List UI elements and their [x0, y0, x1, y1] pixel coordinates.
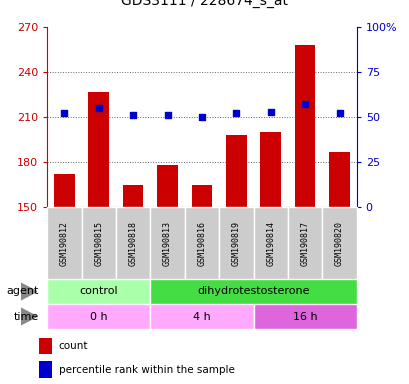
Text: GSM190814: GSM190814 — [265, 220, 274, 265]
Text: agent: agent — [7, 286, 39, 296]
Bar — [47, 279, 150, 304]
Text: GSM190820: GSM190820 — [334, 220, 343, 265]
Text: GSM190813: GSM190813 — [163, 220, 172, 265]
Bar — [150, 207, 184, 279]
Bar — [218, 207, 253, 279]
Text: GSM190817: GSM190817 — [300, 220, 309, 265]
Point — [61, 110, 67, 116]
Bar — [88, 91, 109, 207]
Bar — [39, 361, 52, 378]
Bar — [253, 207, 287, 279]
Text: GSM190819: GSM190819 — [231, 220, 240, 265]
Bar — [260, 132, 280, 207]
Text: dihydrotestosterone: dihydrotestosterone — [197, 286, 309, 296]
Point — [130, 112, 136, 118]
Text: GSM190815: GSM190815 — [94, 220, 103, 265]
Bar — [321, 207, 356, 279]
Point — [232, 110, 239, 116]
Text: GDS3111 / 228674_s_at: GDS3111 / 228674_s_at — [121, 0, 288, 8]
Point — [95, 105, 102, 111]
Text: 0 h: 0 h — [90, 311, 107, 321]
Bar — [39, 338, 52, 354]
Bar — [116, 207, 150, 279]
Bar — [81, 207, 116, 279]
Text: GSM190812: GSM190812 — [60, 220, 69, 265]
Text: GSM190816: GSM190816 — [197, 220, 206, 265]
Text: time: time — [13, 311, 39, 321]
Bar — [47, 304, 150, 329]
Bar — [157, 165, 178, 207]
Bar — [150, 279, 356, 304]
Bar — [328, 152, 349, 207]
Text: percentile rank within the sample: percentile rank within the sample — [58, 364, 234, 374]
Bar — [54, 174, 74, 207]
Bar — [150, 304, 253, 329]
Bar — [253, 304, 356, 329]
Point — [198, 114, 204, 120]
Bar — [47, 207, 81, 279]
Polygon shape — [20, 308, 37, 325]
Bar — [294, 45, 315, 207]
Text: 4 h: 4 h — [193, 311, 210, 321]
Text: 16 h: 16 h — [292, 311, 317, 321]
Bar — [123, 184, 143, 207]
Text: count: count — [58, 341, 88, 351]
Bar — [287, 207, 321, 279]
Bar — [191, 184, 212, 207]
Point — [164, 112, 171, 118]
Polygon shape — [20, 283, 37, 300]
Bar — [225, 135, 246, 207]
Point — [301, 101, 308, 108]
Point — [335, 110, 342, 116]
Point — [267, 109, 273, 115]
Bar — [184, 207, 218, 279]
Text: control: control — [79, 286, 118, 296]
Text: GSM190818: GSM190818 — [128, 220, 137, 265]
